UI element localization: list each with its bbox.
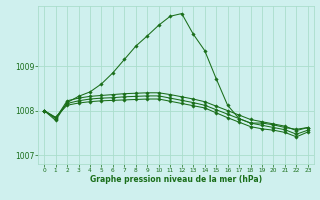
X-axis label: Graphe pression niveau de la mer (hPa): Graphe pression niveau de la mer (hPa) (90, 175, 262, 184)
